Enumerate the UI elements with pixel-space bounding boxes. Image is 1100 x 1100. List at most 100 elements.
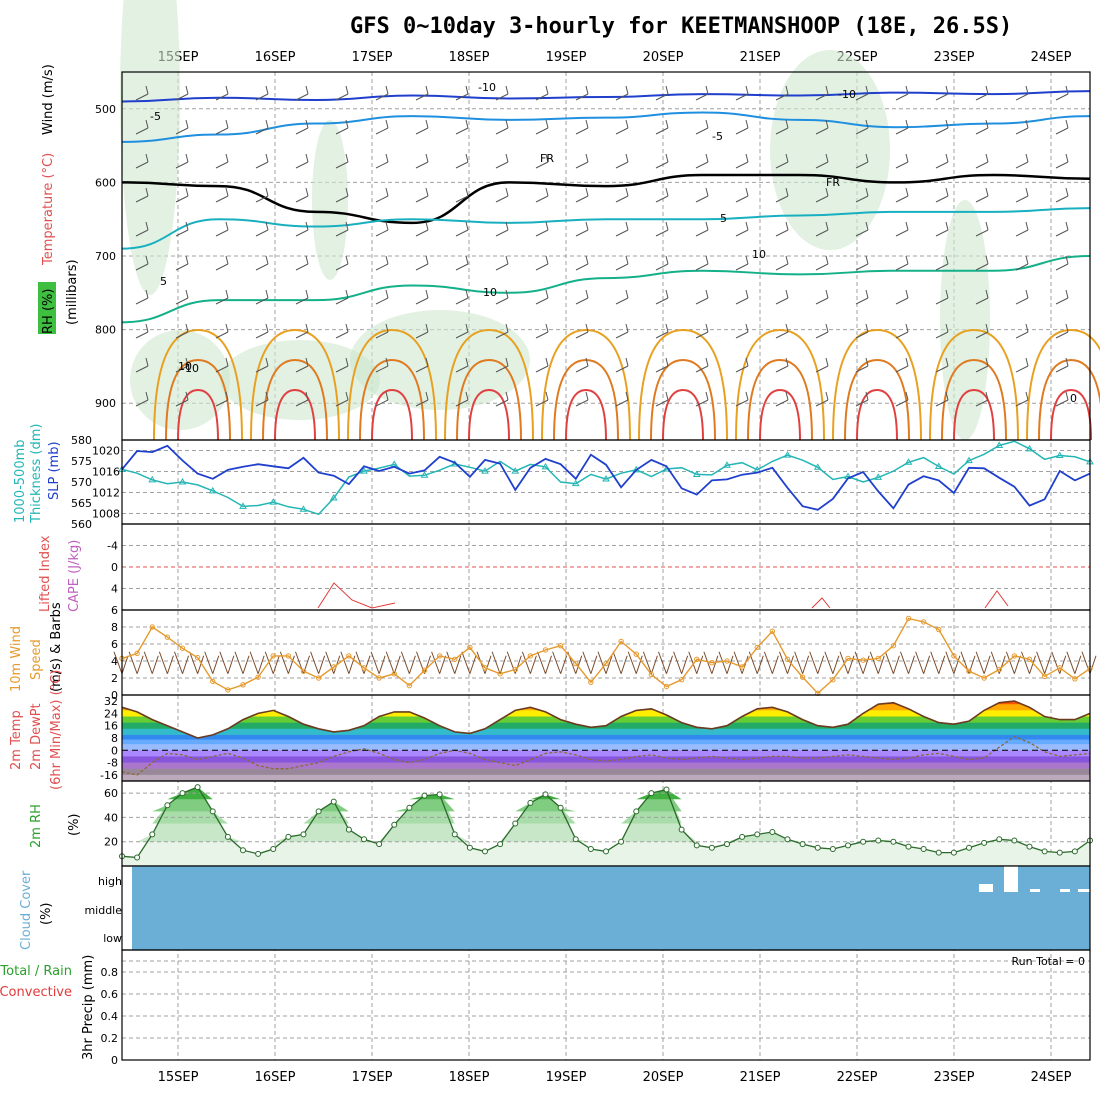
wind-barb: [775, 119, 789, 135]
cloud-tick-label: low: [103, 932, 122, 945]
thickness-axis-label: Thickness (dm): [29, 424, 44, 524]
wind-barb: [695, 323, 709, 339]
wind-barb-10m: [627, 651, 643, 674]
wind-barb: [615, 187, 629, 203]
wind-barb: [455, 119, 469, 135]
wind-barb-10m: [884, 651, 900, 674]
wind-barb: [575, 221, 589, 237]
wind-speed-marker: [663, 683, 670, 690]
temperature-contour-warm: [929, 328, 1019, 441]
wind-speed-marker: [981, 675, 987, 681]
wind-barb: [375, 255, 389, 271]
thickness-marker: [360, 467, 368, 474]
slp-tick-label: 1008: [92, 508, 120, 521]
wind-barb: [935, 221, 949, 237]
wind-barb-10m: [779, 651, 794, 674]
wind-barb: [575, 323, 589, 339]
wind-barb: [215, 187, 229, 203]
wind-barb: [455, 323, 469, 339]
temperature-contour-warm: [359, 358, 425, 441]
rh-fill-band: [122, 787, 1090, 824]
contour-label: -5: [712, 130, 723, 143]
wind-barb: [815, 119, 829, 135]
cloud-axis-label: Cloud Cover: [19, 870, 34, 950]
thickness-marker: [269, 498, 278, 505]
wind-barb: [615, 289, 629, 305]
wind-barb: [775, 153, 789, 169]
li-spike: [984, 590, 1009, 609]
slp-tick-label: 1020: [92, 445, 120, 458]
wind-barb: [455, 85, 469, 101]
wind-barb: [975, 153, 989, 169]
wind-barb: [335, 357, 349, 373]
wind-barb: [335, 153, 349, 169]
wind-barb-10m: [673, 651, 689, 674]
wind-barb: [495, 289, 509, 305]
precip-panel-frame: [121, 949, 1091, 1061]
date-label-top: 24SEP: [1031, 50, 1072, 65]
li-axis-label: Lifted Index: [38, 535, 53, 612]
wind-barb: [575, 119, 589, 135]
precip-tick-label: 0.2: [101, 1032, 119, 1045]
wind-barb: [895, 323, 909, 339]
rh-marker: [950, 849, 957, 856]
thickness-marker: [692, 470, 701, 477]
cloud-unit-label: (%): [39, 903, 54, 926]
wind-speed-marker: [557, 643, 564, 649]
temperature-contour-warm: [650, 358, 716, 441]
wind-barb: [295, 221, 309, 237]
rh-marker: [678, 826, 685, 833]
wind-barb: [375, 323, 389, 339]
rh-fill-band: [122, 787, 1090, 812]
thickness-tick-label: 580: [71, 434, 92, 447]
thickness-marker: [965, 456, 973, 464]
wind-barb-10m: [733, 651, 749, 674]
temperature-contour-warm: [662, 388, 704, 441]
cape-axis-label: CAPE (J/kg): [67, 540, 82, 612]
wind-barb: [855, 391, 869, 407]
wind-barb: [415, 119, 429, 135]
rh-marker: [739, 833, 746, 840]
wind-speed-marker: [542, 647, 549, 653]
thickness-marker: [571, 479, 580, 487]
temperature-band: [122, 774, 1090, 781]
wind-barb: [135, 221, 149, 237]
slp-tick-label: 1012: [92, 487, 120, 500]
rh-line: [121, 786, 1091, 859]
wind-barb: [895, 391, 909, 407]
wind-barb: [535, 357, 549, 373]
date-label-bottom: 18SEP: [449, 1070, 490, 1085]
wind-barb: [735, 289, 749, 305]
wind-tick-label: 2: [111, 672, 118, 685]
wind-speed-marker: [769, 628, 776, 634]
wind-barb: [1015, 119, 1029, 135]
run-total-label: Run Total = 0: [1012, 955, 1086, 968]
wind-speed-marker: [134, 650, 140, 657]
wind-tick-label: 8: [111, 621, 118, 634]
wind-speed-marker: [603, 660, 609, 667]
rh-marker: [693, 842, 700, 849]
wind-speed-marker: [346, 653, 352, 659]
wind-barb-10m: [915, 651, 931, 674]
wind-barb: [175, 119, 189, 135]
temperature-contour-warm: [1050, 388, 1092, 441]
rh-marker: [845, 842, 851, 849]
wind-barb: [815, 323, 829, 339]
wind-barb: [495, 323, 509, 339]
wind-barb: [215, 391, 229, 407]
temperature-contour-warm: [832, 328, 922, 441]
wind-barb: [255, 255, 269, 271]
wind-barb: [295, 153, 309, 169]
precip-tick-label: 0.4: [101, 1010, 119, 1023]
thickness-marker: [329, 493, 338, 501]
wind-barb: [935, 153, 949, 169]
wind-barb: [175, 255, 189, 271]
thickness-tick-label: 560: [71, 518, 92, 531]
wind-axis-label: Wind (m/s): [41, 64, 56, 135]
wind-speed-marker: [240, 682, 246, 688]
wind-barb-10m: [264, 651, 280, 674]
wind-speed-marker: [694, 656, 700, 662]
wind-barb: [855, 221, 869, 237]
rh-marker: [814, 844, 821, 851]
wind-barb: [735, 255, 749, 271]
